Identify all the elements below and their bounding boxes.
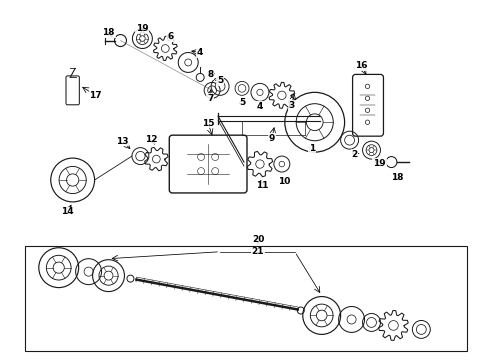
Text: 11: 11: [256, 181, 268, 190]
Bar: [25, 246, 467, 351]
Text: 1: 1: [309, 144, 315, 153]
Text: 13: 13: [116, 137, 129, 146]
Text: 21: 21: [252, 247, 264, 256]
Text: 7: 7: [207, 94, 213, 103]
Text: 18: 18: [391, 172, 404, 181]
Text: 5: 5: [217, 76, 223, 85]
Text: 18: 18: [102, 28, 115, 37]
Text: 3: 3: [289, 101, 295, 110]
Text: 17: 17: [89, 91, 102, 100]
Text: 16: 16: [355, 61, 368, 70]
Text: 19: 19: [373, 158, 386, 167]
Text: 15: 15: [202, 119, 215, 128]
Text: 6: 6: [167, 32, 173, 41]
Text: 5: 5: [239, 98, 245, 107]
Text: 4: 4: [257, 102, 263, 111]
Text: 8: 8: [207, 70, 213, 79]
Text: 2: 2: [351, 150, 358, 159]
Text: 14: 14: [61, 207, 74, 216]
Text: 9: 9: [269, 134, 275, 143]
Text: 12: 12: [145, 135, 158, 144]
Text: 19: 19: [136, 24, 148, 33]
Text: 4: 4: [197, 48, 203, 57]
Text: 20: 20: [252, 235, 264, 244]
Text: 10: 10: [278, 177, 290, 186]
